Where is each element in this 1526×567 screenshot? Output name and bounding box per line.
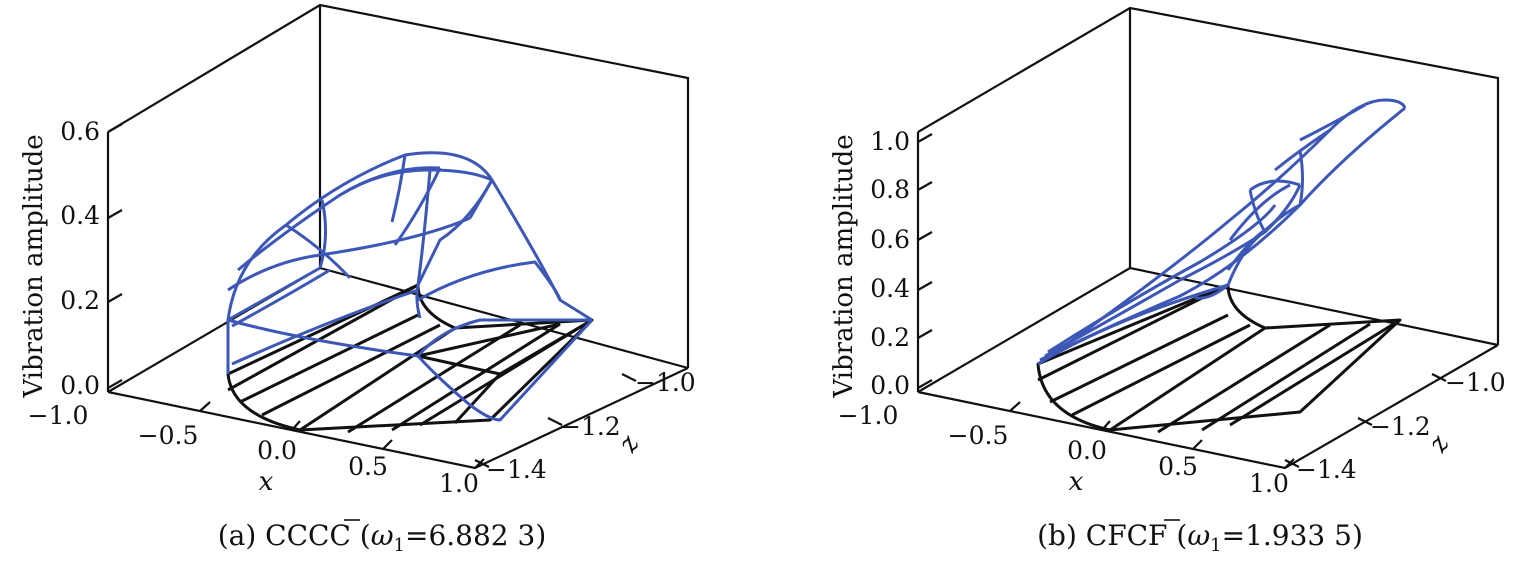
- panel-a-mode-shape: [226, 151, 594, 422]
- panel-b-base-mesh: [1036, 283, 1402, 434]
- panel-b-ylabel: z: [1422, 430, 1455, 458]
- panel-a-ytick-label: −1.4: [486, 455, 547, 484]
- panel-b: 0.0 0.2 0.4 0.6 0.8 1.0 −1.0 −0.5 0.0 0.…: [829, 6, 1506, 556]
- panel-a-xticks: −1.0 −0.5 0.0 0.5 1.0: [28, 401, 485, 498]
- panel-b-xtick-label: 0.5: [1158, 452, 1198, 481]
- panel-a-xtick-label: −0.5: [138, 421, 199, 450]
- panel-b-zticks: 0.0 0.2 0.4 0.6 0.8 1.0: [870, 127, 933, 400]
- panel-a-xtick-label: 0.0: [257, 436, 297, 465]
- panel-b-xtick-label: −1.0: [838, 401, 899, 430]
- panel-b-ztick-label: 0.4: [870, 274, 910, 303]
- panel-a-xlabel: x: [259, 467, 274, 497]
- panel-b-ztick-label: 0.6: [870, 225, 910, 254]
- panel-a-frame: [106, 3, 690, 470]
- panel-b-xtick-label: 1.0: [1249, 469, 1289, 498]
- panel-b-ztick-label: 1.0: [870, 127, 910, 156]
- panel-a-zlabel: Vibration amplitude: [19, 134, 49, 398]
- panel-a-caption: (a) CCCC (ω1=6.882 3): [218, 519, 547, 556]
- panel-b-ytick-label: −1.4: [1296, 455, 1357, 484]
- panel-a-xtick-label: 1.0: [439, 469, 479, 498]
- panel-a-back-wall: [107, 3, 690, 368]
- panel-b-yticks: −1.0 −1.2 −1.4: [1284, 368, 1506, 484]
- panel-a-ylabel: z: [612, 430, 645, 458]
- panel-b-zlabel: Vibration amplitude: [829, 134, 859, 398]
- panel-b-ytick-label: −1.0: [1445, 368, 1506, 397]
- panel-b-mode-shape: [1037, 98, 1407, 366]
- panel-a-xtick-label: 0.5: [348, 452, 388, 481]
- panel-b-ytick-label: −1.2: [1370, 412, 1431, 441]
- panel-a-ztick-label: 0.4: [60, 201, 100, 230]
- panel-b-ztick-label: 0.8: [870, 175, 910, 204]
- panel-b-xticks: −1.0 −0.5 0.0 0.5 1.0: [838, 401, 1295, 498]
- panel-b-back-wall: [917, 6, 1500, 345]
- panel-b-xtick-label: −0.5: [948, 421, 1009, 450]
- panel-b-floor-back: [917, 266, 1499, 393]
- panel-b-base-outline: [1036, 283, 1402, 432]
- panel-a-floor-back: [107, 266, 689, 393]
- panel-a-ztick-label: 0.0: [60, 371, 100, 400]
- panel-a: 0.0 0.2 0.4 0.6 −1.0 −0.5 0.0 0.5 1.0 −1…: [19, 3, 696, 556]
- panel-b-ztick-label: 0.0: [870, 371, 910, 400]
- panel-a-ztick-label: 0.6: [60, 117, 100, 146]
- panel-a-zticks: 0.0 0.2 0.4 0.6: [60, 117, 123, 400]
- panel-b-xtick-label: 0.0: [1067, 436, 1107, 465]
- panel-a-yticks: −1.0 −1.2 −1.4: [474, 368, 696, 484]
- panel-a-ytick-label: −1.2: [560, 412, 621, 441]
- panel-b-caption: (b) CFCF (ω1=1.933 5): [1037, 519, 1363, 556]
- panel-a-xtick-label: −1.0: [28, 401, 89, 430]
- panel-b-ztick-label: 0.2: [870, 323, 910, 352]
- panel-a-ztick-label: 0.2: [60, 286, 100, 315]
- panel-a-base-outline: [226, 283, 594, 432]
- panel-b-xlabel: x: [1069, 467, 1084, 497]
- panel-a-ytick-label: −1.0: [635, 368, 696, 397]
- panel-a-base-mesh: [226, 283, 594, 434]
